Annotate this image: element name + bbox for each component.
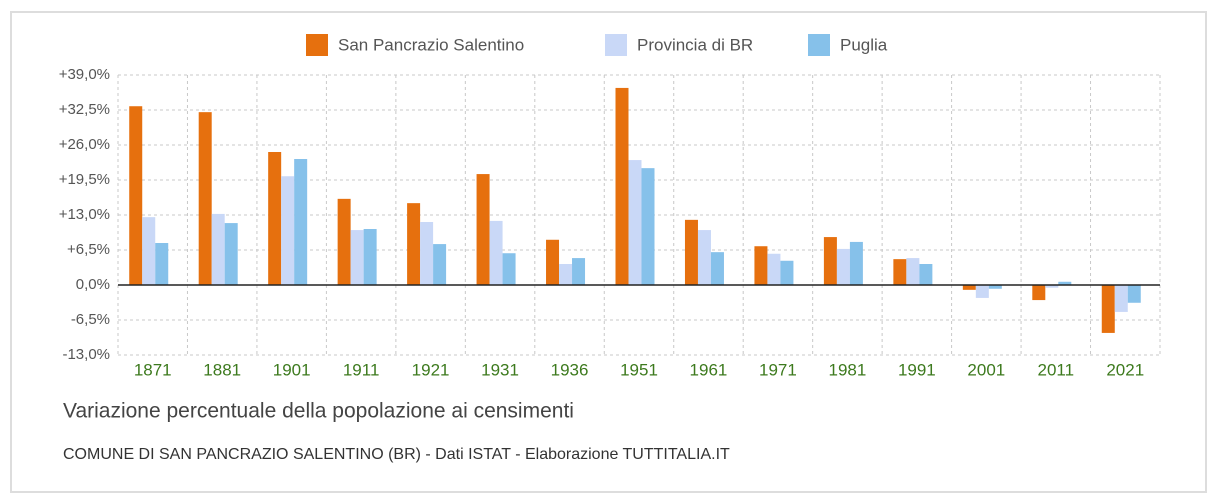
x-tick-label: 1881 <box>203 360 241 379</box>
bar <box>988 285 1002 289</box>
y-tick-label: -6,5% <box>71 311 110 328</box>
bar <box>559 264 573 285</box>
bar <box>1114 285 1128 312</box>
bar <box>363 229 377 285</box>
x-tick-label: 1991 <box>898 360 936 379</box>
x-tick-label: 2021 <box>1106 360 1144 379</box>
bar <box>1127 285 1141 303</box>
x-tick-label: 1981 <box>828 360 866 379</box>
bar <box>919 264 933 285</box>
bar <box>572 258 586 285</box>
bar <box>433 244 447 285</box>
bar <box>893 259 907 285</box>
bar <box>710 252 724 285</box>
y-tick-label: +39,0% <box>59 66 110 83</box>
y-tick-label: +19,5% <box>59 171 110 188</box>
bar <box>780 260 794 285</box>
y-tick-label: +6,5% <box>67 241 110 258</box>
legend-swatch <box>306 34 328 56</box>
x-tick-label: 1911 <box>343 360 380 379</box>
y-tick-label: 0,0% <box>76 276 110 293</box>
bar <box>546 239 560 285</box>
bar <box>350 230 364 285</box>
bar <box>906 258 920 285</box>
bar <box>615 87 629 285</box>
bar <box>224 223 238 285</box>
bar <box>155 243 169 285</box>
legend-label: Puglia <box>840 35 888 54</box>
y-tick-label: +32,5% <box>59 101 110 118</box>
x-tick-label: 2001 <box>967 360 1005 379</box>
bar <box>1058 281 1072 285</box>
bar <box>337 198 351 285</box>
bar <box>849 241 863 285</box>
bar <box>281 176 295 285</box>
bar <box>502 253 516 285</box>
bar <box>268 152 282 285</box>
bar <box>767 253 781 285</box>
y-tick-label: -13,0% <box>62 346 110 363</box>
bar <box>211 213 225 285</box>
chart-title: Variazione percentuale della popolazione… <box>63 400 574 423</box>
bar <box>476 174 490 285</box>
bar <box>684 219 698 285</box>
x-tick-label: 1921 <box>412 360 450 379</box>
bar <box>1045 285 1059 288</box>
bar <box>407 203 421 285</box>
x-tick-label: 1951 <box>620 360 658 379</box>
x-tick-label: 1971 <box>759 360 797 379</box>
legend-swatch <box>605 34 627 56</box>
legend-label: San Pancrazio Salentino <box>338 35 524 54</box>
y-tick-label: +13,0% <box>59 206 110 223</box>
chart-subtitle: COMUNE DI SAN PANCRAZIO SALENTINO (BR) -… <box>63 446 730 463</box>
x-tick-label: 2011 <box>1038 360 1075 379</box>
bar <box>294 159 308 285</box>
bar <box>489 220 503 285</box>
x-tick-label: 1871 <box>134 360 172 379</box>
bar <box>1101 285 1115 333</box>
bar <box>836 248 850 285</box>
legend-label: Provincia di BR <box>637 35 753 54</box>
bar <box>975 285 989 298</box>
bar <box>823 237 837 285</box>
x-tick-label: 1961 <box>690 360 728 379</box>
bar <box>142 217 156 285</box>
x-tick-label: 1931 <box>481 360 519 379</box>
bar <box>641 168 655 285</box>
bar <box>129 106 143 285</box>
bar <box>628 160 642 285</box>
bar <box>420 222 434 285</box>
bar <box>198 112 212 286</box>
bar <box>697 230 711 285</box>
bar <box>962 285 976 290</box>
x-tick-label: 1936 <box>551 360 589 379</box>
y-tick-label: +26,0% <box>59 136 110 153</box>
legend-swatch <box>808 34 830 56</box>
bar <box>754 246 768 285</box>
x-tick-label: 1901 <box>273 360 311 379</box>
bar <box>1032 285 1046 301</box>
